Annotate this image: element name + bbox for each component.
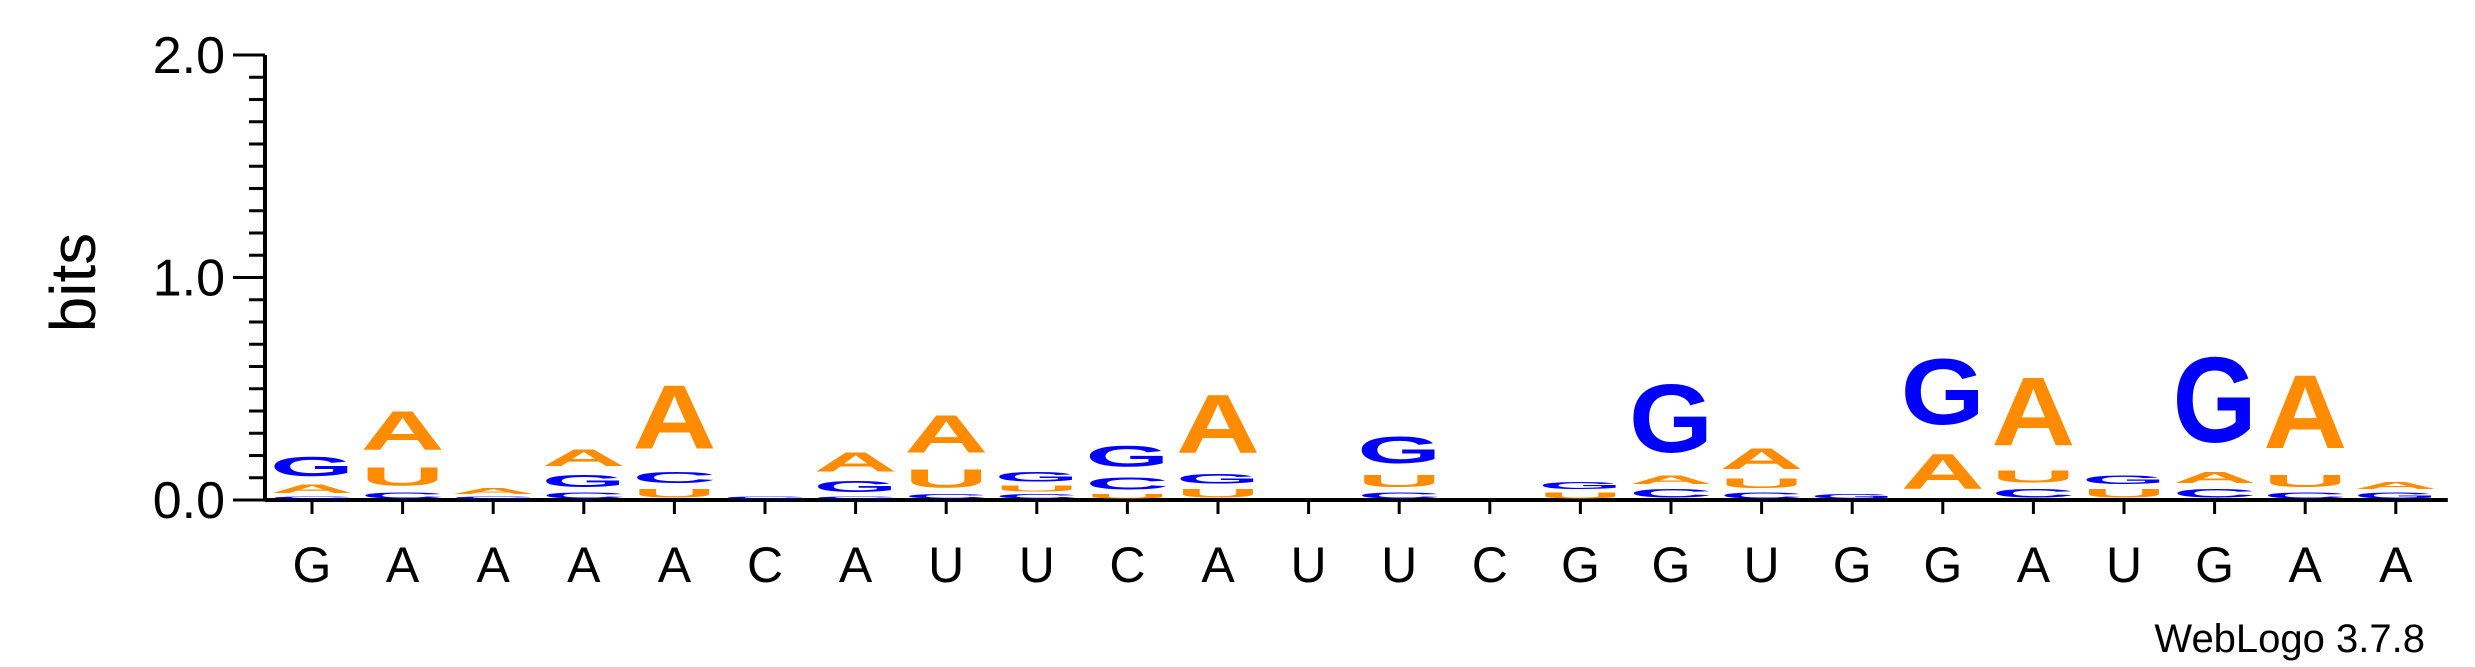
logo-letter-G: G: [995, 469, 1079, 485]
x-tick-label: G: [2195, 537, 2234, 593]
logo-letter-G: G: [270, 451, 354, 482]
logo-letter-A: A: [451, 487, 535, 496]
logo-letter-G: G: [1901, 341, 1985, 445]
x-tick-label: C: [1472, 537, 1508, 593]
logo-letter-A: A: [542, 444, 626, 471]
x-tick-label: U: [1291, 537, 1327, 593]
x-tick-label: A: [1201, 537, 1235, 593]
x-tick-label: A: [567, 537, 601, 593]
logo-letter-C: C: [1720, 491, 1804, 500]
logo-letter-A: A: [1901, 444, 1985, 500]
logo-letter-A: A: [2263, 353, 2347, 471]
logo-letter-C: C: [1085, 473, 1169, 493]
logo-letter-U: U: [1085, 493, 1169, 500]
y-tick-label: 1.0: [153, 250, 225, 308]
logo-letter-G: G: [1357, 429, 1441, 471]
x-tick-label: G: [293, 537, 332, 593]
logo-letter-C: C: [904, 493, 988, 500]
logo-letter-G: G: [1085, 440, 1169, 473]
logo-letter-C: C: [1991, 487, 2075, 500]
logo-letter-U: U: [2082, 487, 2166, 500]
weblogo-credit: WebLogo 3.7.8: [2154, 617, 2425, 661]
x-tick-label: A: [839, 537, 873, 593]
x-tick-label: A: [2017, 537, 2051, 593]
x-tick-label: A: [658, 537, 692, 593]
logo-letter-A: A: [904, 405, 988, 465]
logo-letter-U: U: [995, 484, 1079, 493]
logo-letter-A: A: [2354, 480, 2438, 491]
logo-letter-U: U: [361, 462, 445, 491]
logo-letter-C: C: [814, 496, 898, 500]
x-tick-label: C: [1109, 537, 1145, 593]
logo-letter-A: A: [632, 367, 716, 469]
x-tick-label: A: [386, 537, 420, 593]
logo-letter-G: G: [1810, 493, 1894, 500]
logo-letter-C: C: [723, 496, 807, 500]
y-axis-label: bits: [37, 233, 109, 333]
x-tick-label: C: [747, 537, 783, 593]
logo-letter-G: G: [2173, 333, 2257, 468]
logo-letter-G: G: [542, 471, 626, 491]
logo-letter-C: C: [1357, 491, 1441, 500]
logo-letter-U: U: [1357, 471, 1441, 491]
x-tick-label: U: [1019, 537, 1055, 593]
logo-letter-G: G: [2354, 491, 2438, 500]
logo-letter-A: A: [1720, 442, 1804, 475]
x-tick-label: G: [1833, 537, 1872, 593]
logo-letter-G: G: [814, 478, 898, 496]
logo-letter-G: G: [2082, 473, 2166, 486]
logo-letter-A: A: [361, 400, 445, 462]
logo-letter-A: A: [2173, 469, 2257, 487]
logo-letter-U: U: [1991, 467, 2075, 487]
y-tick-label: 0.0: [153, 472, 225, 530]
logo-letter-A: A: [1629, 473, 1713, 486]
x-tick-label: G: [1652, 537, 1691, 593]
logo-letter-C: C: [361, 491, 445, 500]
x-tick-label: U: [1744, 537, 1780, 593]
x-tick-label: A: [477, 537, 511, 593]
logo-letter-U: U: [1720, 475, 1804, 491]
logo-letter-C: C: [1629, 487, 1713, 500]
logo-letter-U: U: [2263, 471, 2347, 491]
y-ticks: 0.0 1.0 2.0: [153, 27, 265, 530]
logo-letter-C: C: [995, 493, 1079, 500]
x-tick-label: A: [2379, 537, 2413, 593]
logo-letter-G: G: [1629, 364, 1713, 473]
logo-letter-A: A: [1991, 357, 2075, 466]
x-tick-label: A: [2289, 537, 2323, 593]
x-tick-label: U: [2106, 537, 2142, 593]
logo-letter-U: U: [632, 487, 716, 500]
logo-letter-C: C: [542, 491, 626, 500]
logo-letter-A: A: [1176, 378, 1260, 471]
logo-letter-C: C: [451, 496, 535, 500]
x-tick-label: G: [1561, 537, 1600, 593]
logo-letter-G: G: [1538, 480, 1622, 491]
logo-letter-C: C: [2263, 491, 2347, 500]
logo-letter-C: C: [632, 469, 716, 487]
x-tick-label: U: [1381, 537, 1417, 593]
logo-letter-U: U: [904, 464, 988, 493]
logo-letter-U: U: [1176, 487, 1260, 500]
logo-letter-G: G: [1176, 471, 1260, 487]
x-tick-label: U: [928, 537, 964, 593]
y-tick-label: 2.0: [153, 27, 225, 85]
logo-letter-A: A: [270, 482, 354, 495]
logo-letter-C: C: [270, 496, 354, 500]
logo-letter-U: U: [1538, 491, 1622, 500]
x-tick-label: G: [1923, 537, 1962, 593]
logo-letter-A: A: [814, 446, 898, 477]
logo-letter-C: C: [2173, 487, 2257, 500]
